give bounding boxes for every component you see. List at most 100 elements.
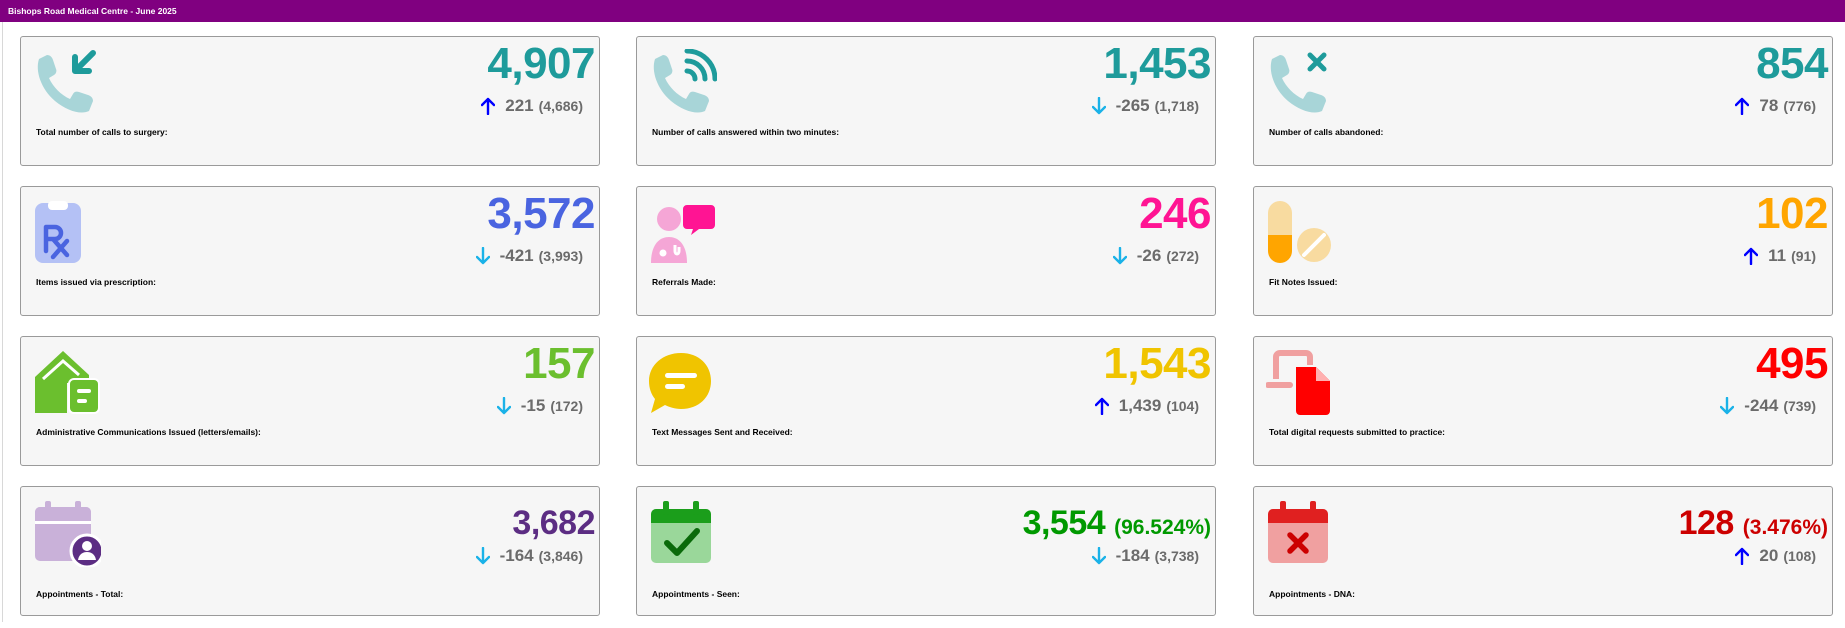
metric-label: Appointments - DNA: [1269, 589, 1355, 599]
card-prescriptions: 3,572 -421 (3,993) Items issued via pres… [20, 186, 600, 316]
metric-previous: (272) [1166, 248, 1199, 264]
card-appointments-dna: 128 (3.476%) 20 (108) Appointments - DNA… [1253, 486, 1833, 616]
metric-label: Text Messages Sent and Received: [652, 427, 793, 437]
card-fit-notes: 102 11 (91) Fit Notes Issued: [1253, 186, 1833, 316]
arrow-up-icon [481, 97, 496, 115]
metric-change: -265 [1115, 96, 1150, 115]
card-calls-answered: 1,453 -265 (1,718) Number of calls answe… [636, 36, 1216, 166]
metric-value-number: 3,682 [512, 504, 595, 542]
metric-previous: (3,738) [1154, 548, 1199, 564]
metric-change: -26 [1136, 246, 1162, 265]
arrow-down-icon [475, 247, 490, 265]
metric-previous: (776) [1783, 98, 1816, 114]
metric-previous: (104) [1166, 398, 1199, 414]
arrow-down-icon [1091, 97, 1106, 115]
metric-change: 78 [1759, 96, 1779, 115]
pills-icon [1268, 201, 1331, 263]
metric-label: Number of calls abandoned: [1269, 127, 1384, 137]
metric-value: 854 [1756, 39, 1828, 88]
metric-label: Items issued via prescription: [36, 277, 156, 287]
arrow-up-icon [1735, 547, 1750, 565]
metric-change: -164 [499, 546, 534, 565]
metric-previous: (3,993) [538, 248, 583, 264]
arrow-down-icon [1091, 547, 1106, 565]
metric-delta: 221 (4,686) [481, 95, 583, 117]
call-answered-icon [653, 49, 717, 113]
metric-label: Appointments - Seen: [652, 589, 740, 599]
page-title: Bishops Road Medical Centre - June 2025 [8, 6, 177, 16]
chat-bubble-icon [649, 353, 711, 413]
card-appointments-total: 3,682 -164 (3,846) Appointments - Total: [20, 486, 600, 616]
card-referrals: 246 -26 (272) Referrals Made: [636, 186, 1216, 316]
arrow-down-icon [496, 397, 511, 415]
arrow-down-icon [475, 547, 490, 565]
metric-delta: -421 (3,993) [475, 245, 583, 267]
metric-label: Total digital requests submitted to prac… [1269, 427, 1446, 437]
metric-previous: (3,846) [538, 548, 583, 564]
metric-value: 4,907 [487, 39, 595, 88]
metric-change: -244 [1744, 396, 1779, 415]
card-total-calls: 4,907 221 (4,686) Total number of calls … [20, 36, 600, 166]
metric-change: 11 [1768, 246, 1787, 265]
call-abandoned-icon [1270, 52, 1327, 113]
metric-change: 221 [505, 96, 534, 115]
metric-previous: (4,686) [538, 98, 583, 114]
arrow-down-icon [1112, 247, 1127, 265]
card-digital-requests: 495 -244 (739) Total digital requests su… [1253, 336, 1833, 466]
metric-label: Administrative Communications Issued (le… [36, 427, 261, 437]
incoming-call-icon [37, 50, 96, 113]
metric-change: 20 [1759, 546, 1779, 565]
metric-delta: -244 (739) [1720, 395, 1816, 417]
metric-value-number: 128 [1678, 504, 1735, 542]
metric-change: 1,439 [1118, 396, 1162, 415]
metric-value: 157 [523, 339, 595, 388]
metric-value: 495 [1756, 339, 1828, 388]
metric-delta: 78 (776) [1735, 95, 1816, 117]
metric-delta: -265 (1,718) [1091, 95, 1199, 117]
card-appointments-seen: 3,554 (96.524%) -184 (3,738) Appointment… [636, 486, 1216, 616]
metric-value-percent: (3.476%) [1742, 516, 1828, 539]
card-admin-communications: 157 -15 (172) Administrative Communicati… [20, 336, 600, 466]
metric-value: 246 [1139, 189, 1211, 238]
metric-label: Fit Notes Issued: [1269, 277, 1338, 287]
mail-house-icon [35, 351, 100, 414]
metric-delta: -15 (172) [496, 395, 583, 417]
metric-previous: (91) [1791, 248, 1816, 264]
page-border [2, 22, 3, 622]
metric-value: 128 (3.476%) [1679, 497, 1828, 554]
metric-delta: -164 (3,846) [475, 545, 583, 567]
metric-delta: -184 (3,738) [1091, 545, 1199, 567]
metric-value: 3,554 (96.524%) [1023, 497, 1211, 554]
prescription-icon [35, 201, 81, 263]
calendar-cross-icon [1268, 501, 1328, 563]
metric-value: 102 [1756, 189, 1828, 238]
metric-value: 1,453 [1103, 39, 1211, 88]
metric-change: -421 [499, 246, 534, 265]
metric-previous: (172) [550, 398, 583, 414]
calendar-person-icon [35, 501, 101, 567]
metric-previous: (739) [1783, 398, 1816, 414]
arrow-up-icon [1744, 247, 1759, 265]
digital-request-icon [1266, 350, 1330, 415]
dashboard-header: Bishops Road Medical Centre - June 2025 [0, 0, 1845, 22]
metric-label: Total number of calls to surgery: [36, 127, 168, 137]
metric-value-number: 3,554 [1022, 504, 1106, 542]
calendar-check-icon [651, 501, 711, 563]
metric-label: Number of calls answered within two minu… [652, 127, 840, 137]
metric-value-percent: (96.524%) [1114, 516, 1211, 539]
arrow-down-icon [1720, 397, 1735, 415]
metric-delta: 1,439 (104) [1094, 395, 1199, 417]
metric-label: Appointments - Total: [36, 589, 124, 599]
card-text-messages: 1,543 1,439 (104) Text Messages Sent and… [636, 336, 1216, 466]
arrow-up-icon [1735, 97, 1750, 115]
arrow-up-icon [1094, 397, 1109, 415]
metric-previous: (1,718) [1154, 98, 1199, 114]
metric-delta: 11 (91) [1744, 245, 1816, 267]
metric-change: -15 [520, 396, 546, 415]
metric-previous: (108) [1783, 548, 1816, 564]
metric-value: 1,543 [1103, 339, 1211, 388]
metric-value: 3,682 [512, 497, 595, 549]
metric-label: Referrals Made: [652, 277, 716, 287]
metric-delta: -26 (272) [1112, 245, 1199, 267]
metric-value: 3,572 [487, 189, 595, 238]
